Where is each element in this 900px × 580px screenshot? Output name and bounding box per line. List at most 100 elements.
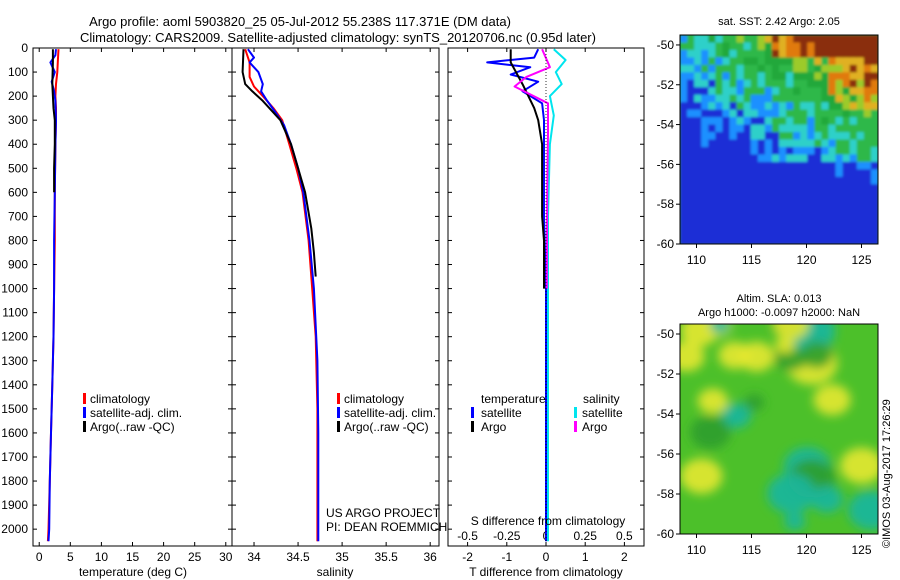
sst-map-cell bbox=[708, 72, 716, 81]
temperature-axis-label: temperature (deg C) bbox=[79, 565, 187, 579]
sst-map-cell bbox=[870, 199, 878, 208]
sst-map-cell bbox=[743, 49, 752, 58]
sst-map-cell bbox=[835, 236, 844, 244]
salinity-axis-label: salinity bbox=[317, 565, 354, 579]
sla-map-xtick-label: 110 bbox=[687, 543, 706, 557]
sst-map-cell bbox=[764, 206, 773, 215]
sst-map-cell bbox=[701, 64, 709, 73]
sst-map-cell bbox=[736, 214, 745, 223]
sst-map-cell bbox=[729, 57, 738, 66]
sst-map-cell bbox=[715, 206, 724, 215]
sst-map-cell bbox=[814, 124, 823, 133]
sst-map-cell bbox=[764, 214, 773, 223]
sst-map-cell bbox=[757, 161, 766, 170]
sst-map-cell bbox=[680, 117, 688, 126]
sst-map-cell bbox=[821, 154, 830, 163]
sst-map-cell bbox=[736, 64, 745, 73]
sst-map-cell bbox=[729, 94, 738, 103]
sst-map-cell bbox=[687, 117, 695, 126]
sst-map-cell bbox=[870, 139, 878, 148]
sst-map-cell bbox=[771, 161, 780, 170]
sst-map-cell bbox=[708, 109, 716, 118]
sst-map-cell bbox=[835, 154, 844, 163]
sst-map-cell bbox=[729, 79, 738, 88]
sst-map-cell bbox=[800, 139, 808, 148]
sst-map-cell bbox=[701, 191, 709, 200]
sst-map-cell bbox=[807, 139, 815, 148]
depth-tick-label: 1100 bbox=[2, 306, 28, 320]
sst-map-cell bbox=[729, 132, 738, 141]
s-difference-axis-label: S difference from climatology bbox=[471, 514, 626, 528]
sst-map-cell bbox=[800, 176, 808, 185]
sst-map-cell bbox=[786, 191, 794, 200]
sst-map-cell bbox=[736, 102, 745, 111]
sst-map-cell bbox=[722, 49, 731, 58]
legend-label-t-satellite: satellite bbox=[481, 406, 522, 420]
sst-map-cell bbox=[771, 102, 780, 111]
sst-map-cell bbox=[771, 35, 780, 44]
sst-map-cell bbox=[835, 199, 844, 208]
sst-map-cell bbox=[814, 87, 823, 96]
sst-map-cell bbox=[771, 72, 780, 81]
sst-map-cell bbox=[779, 199, 787, 208]
series-difference-s-argo bbox=[513, 48, 551, 289]
depth-tick-label: 600 bbox=[8, 185, 28, 199]
sst-map-cell bbox=[870, 35, 878, 44]
sst-map-cell bbox=[786, 49, 794, 58]
sst-map-cell bbox=[793, 94, 801, 103]
sst-map-cell bbox=[715, 42, 724, 51]
sst-map-cell bbox=[715, 79, 724, 88]
sst-map-cell bbox=[779, 169, 787, 178]
sst-map-cell bbox=[764, 72, 773, 81]
legend-label-climatology: climatology bbox=[344, 392, 404, 406]
sst-map-cell bbox=[800, 35, 808, 44]
sst-map-cell bbox=[835, 94, 844, 103]
sst-map-cell bbox=[750, 161, 759, 170]
sst-map-cell bbox=[722, 117, 731, 126]
sst-map-cell bbox=[708, 199, 716, 208]
sst-map-cell bbox=[715, 214, 724, 223]
sst-map-cell bbox=[863, 35, 872, 44]
sla-map-xtick-label: 125 bbox=[851, 543, 871, 557]
sst-map-cell bbox=[750, 64, 759, 73]
sst-map-cell bbox=[694, 64, 702, 73]
sst-map-cell bbox=[800, 199, 808, 208]
sla-map-blob bbox=[744, 394, 765, 411]
sst-map-cell bbox=[736, 35, 745, 44]
sst-map-cell bbox=[764, 87, 773, 96]
sst-map-xtick-label: 120 bbox=[796, 253, 816, 267]
sst-map-cell bbox=[870, 124, 878, 133]
sst-map-cell bbox=[750, 49, 759, 58]
sst-map-cell bbox=[743, 94, 752, 103]
sst-map-cell bbox=[743, 199, 752, 208]
sst-map-cell bbox=[842, 64, 851, 73]
depth-tick-label: 300 bbox=[8, 113, 28, 127]
depth-tick-label: 1000 bbox=[1, 282, 28, 296]
sla-map-blob bbox=[767, 473, 816, 514]
sst-map-cell bbox=[694, 161, 702, 170]
legend-label-s-argo: Argo bbox=[582, 420, 608, 434]
sst-map-cell bbox=[687, 35, 695, 44]
sst-map-cell bbox=[814, 169, 823, 178]
sst-map-cell bbox=[793, 161, 801, 170]
sst-map-cell bbox=[793, 109, 801, 118]
sst-map-cell bbox=[807, 72, 815, 81]
sst-map-cell bbox=[729, 42, 738, 51]
legend-swatch-argo bbox=[83, 421, 86, 432]
sst-map-cell bbox=[863, 64, 872, 73]
sst-map-cell bbox=[757, 206, 766, 215]
sst-map-cell bbox=[786, 79, 794, 88]
sst-map-cell bbox=[694, 236, 702, 244]
sst-map-cell bbox=[828, 117, 837, 126]
sst-map-cell bbox=[701, 184, 709, 193]
sst-map-cell bbox=[743, 42, 752, 51]
sla-map-ytick-label: -56 bbox=[657, 447, 675, 461]
sst-map-cell bbox=[750, 176, 759, 185]
sst-map-cell bbox=[715, 117, 724, 126]
sst-map-cell bbox=[722, 124, 731, 133]
legend-header-temperature: temperature bbox=[481, 392, 546, 406]
sla-map-image bbox=[680, 324, 878, 534]
sst-map-cell bbox=[729, 214, 738, 223]
sst-map-ytick-label: -56 bbox=[657, 157, 675, 171]
legend-label-s-satellite: satellite bbox=[582, 406, 623, 420]
